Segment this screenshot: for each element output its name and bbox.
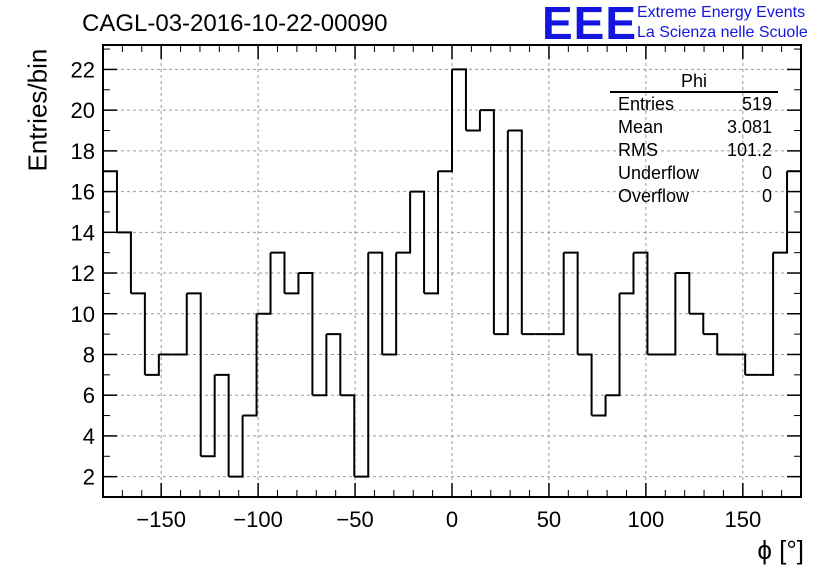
plot-frame (102, 44, 802, 498)
chart-title: CAGL-03-2016-10-22-00090 (82, 10, 388, 37)
histogram-bin (452, 68, 467, 131)
x-tick-label: −50 (336, 507, 373, 532)
y-tick-label: 2 (83, 465, 95, 490)
histogram-bin (312, 334, 328, 397)
histogram-bin (675, 272, 691, 314)
histogram-bin (200, 374, 216, 458)
logo-line-2: La Scienza nelle Scuole (637, 24, 808, 41)
histogram-bin (410, 190, 426, 294)
stats-row-rms: RMS 101.2 (618, 140, 772, 160)
histogram-bin (759, 252, 775, 376)
histogram-bin (689, 312, 705, 335)
eee-logo: EEE (542, 0, 638, 49)
histogram-bin (731, 353, 747, 375)
histogram-bin (396, 191, 412, 254)
histogram-bin (228, 415, 244, 478)
stats-row-mean: Mean 3.081 (618, 117, 772, 137)
histogram-bin (270, 251, 286, 294)
histogram-bin (465, 110, 481, 132)
histogram-bin (368, 251, 384, 355)
histogram-bin (507, 129, 523, 335)
histogram-bin (354, 252, 370, 478)
histogram-bin (256, 252, 272, 315)
logo-line-1: Extreme Energy Events (637, 4, 806, 21)
histogram-bin (326, 333, 342, 396)
histogram-bin (144, 354, 160, 376)
stats-row-underflow: Underflow 0 (618, 163, 772, 183)
histogram-bin (172, 293, 188, 356)
grid-lines (103, 45, 801, 497)
histogram-bins (103, 68, 801, 478)
histogram-bin (382, 252, 398, 356)
y-tick-label: 20 (71, 98, 95, 123)
y-tick-label: 14 (71, 220, 95, 245)
histogram-bin (493, 130, 509, 336)
histogram-bin (549, 252, 565, 336)
tick-labels: −150 −100 −50 0 50 100 150 2 4 6 8 10 12 14 16 18 20 22 (71, 57, 762, 532)
histogram-bin (438, 69, 453, 173)
histogram-bin (661, 273, 677, 356)
histogram-bin (284, 273, 300, 295)
y-tick-label: 22 (71, 57, 95, 82)
histogram-bin (563, 251, 579, 355)
histogram-bin (424, 171, 440, 295)
axis-ticks (103, 45, 801, 498)
histogram-bin (214, 373, 230, 477)
y-tick-label: 8 (83, 342, 95, 367)
x-tick-label: 0 (446, 507, 458, 532)
histogram-bin (591, 395, 607, 417)
y-tick-label: 18 (71, 139, 95, 164)
histogram-bin (103, 170, 118, 233)
histogram-bin (130, 292, 146, 375)
x-tick-label: −150 (136, 507, 186, 532)
x-tick-label: 50 (537, 507, 561, 532)
y-tick-label: 4 (83, 424, 95, 449)
y-tick-label: 16 (71, 180, 95, 205)
x-tick-label: 150 (724, 507, 761, 532)
y-axis-label: Entries/bin (22, 48, 53, 172)
histogram-bin (298, 272, 314, 396)
y-tick-label: 12 (71, 261, 95, 286)
histogram-bin (633, 251, 649, 355)
x-tick-label: −100 (233, 507, 283, 532)
histogram-bin (116, 231, 132, 294)
x-axis-label: ϕ [°] (757, 535, 804, 565)
y-tick-label: 6 (83, 383, 95, 408)
stats-row-overflow: Overflow 0 (618, 186, 772, 206)
histogram-bin (186, 292, 202, 457)
stats-row-entries: Entries 519 (618, 94, 772, 114)
y-tick-label: 10 (71, 302, 95, 327)
histogram-bin (242, 313, 258, 417)
x-tick-label: 100 (628, 507, 665, 532)
histogram-bin (703, 333, 719, 355)
stats-box: Phi Entries 519 Mean 3.081 RMS 101.2 Underf… (610, 70, 778, 208)
histogram-bin (773, 171, 789, 254)
histogram-bin (479, 109, 495, 335)
histogram-bin (619, 252, 635, 295)
histogram-bin (577, 353, 593, 416)
stats-title: Phi (610, 70, 778, 93)
histogram-bin (340, 394, 356, 477)
histogram-bin (605, 293, 621, 397)
